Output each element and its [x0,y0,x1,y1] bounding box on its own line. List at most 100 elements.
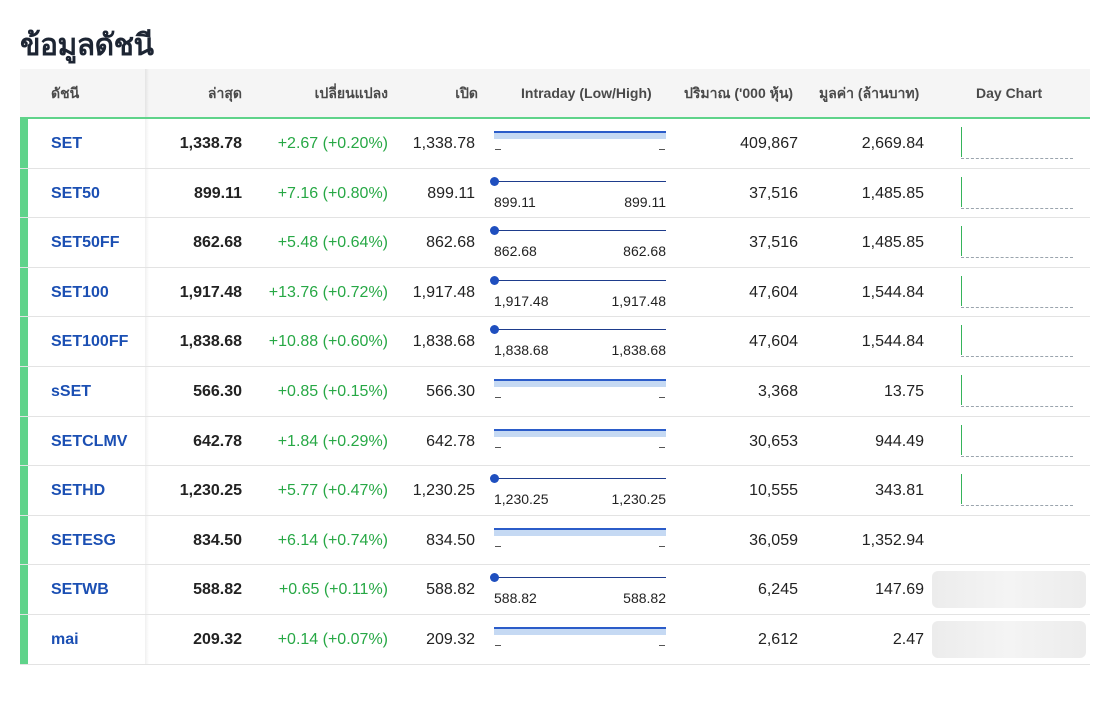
table-row[interactable]: SETWB 588.82 +0.65 (+0.11%) 588.82 588.82 588… [20,565,1090,615]
row-accent [20,168,28,218]
value: 1,352.94 [861,531,924,549]
table-row[interactable]: SET100FF 1,838.68 +10.88 (+0.60%) 1,838.68 1… [20,317,1090,367]
intraday-high: 1,917.48 [611,292,667,309]
header-change[interactable]: เปลี่ยนแปลง [314,85,388,101]
intraday-range-line [494,230,666,232]
intraday-low-empty [495,644,501,646]
table-row[interactable]: SETESG 834.50 +6.14 (+0.74%) 834.50 36,059 1,… [20,515,1090,566]
table-row[interactable]: mai 209.32 +0.14 (+0.07%) 209.32 2,612 2.47 [20,614,1090,665]
intraday-range-bar [494,378,666,387]
open-price: 862.68 [426,234,475,252]
index-name-link[interactable]: SETHD [51,482,106,500]
index-name-link[interactable]: SETCLMV [51,432,128,450]
table-row[interactable]: SET50 899.11 +7.16 (+0.80%) 899.11 899.11 899… [20,168,1090,219]
volume: 409,867 [740,135,798,152]
sticky-column-shadow [145,515,149,565]
intraday-low-empty [495,149,501,150]
day-chart-sparkline[interactable] [961,175,1073,209]
header-volume[interactable]: ปริมาณ ('000 หุ้น) [684,85,794,101]
last-price: 642.78 [193,432,242,450]
open-price: 1,338.78 [412,135,475,152]
header-intraday[interactable]: Intraday (Low/High) [521,85,652,101]
day-chart-placeholder [932,571,1086,609]
open-price: 588.82 [426,581,475,599]
intraday-high: 1,230.25 [611,491,667,508]
intraday-low-empty [495,446,501,448]
day-chart-sparkline[interactable] [961,224,1073,259]
value: 2,669.84 [861,135,924,152]
sticky-column-shadow [145,267,149,317]
change-value: +5.77 (+0.47%) [277,482,388,500]
index-name-link[interactable]: SET50FF [51,234,120,252]
intraday-marker [490,226,499,236]
table-row[interactable]: SET 1,338.78 +2.67 (+0.20%) 1,338.78 409,867… [20,119,1090,169]
row-accent [20,416,28,466]
table-row[interactable]: sSET 566.30 +0.85 (+0.15%) 566.30 3,368 13.75 [20,366,1090,417]
sparkline-open-tick [961,424,962,455]
change-value: +0.85 (+0.15%) [277,382,388,400]
index-name-link[interactable]: SETWB [51,581,109,599]
last-price: 209.32 [193,630,242,648]
sparkline-baseline [961,306,1073,308]
value: 1,544.84 [861,283,924,301]
last-price: 566.30 [193,382,242,400]
intraday-range-bar [494,626,666,635]
last-price: 899.11 [193,184,242,202]
index-name-link[interactable]: sSET [51,382,92,400]
last-price: 834.50 [193,531,242,549]
value: 2.47 [892,630,924,648]
table-row[interactable]: SETHD 1,230.25 +5.77 (+0.47%) 1,230.25 1,230… [20,466,1090,516]
table-row[interactable]: SET100 1,917.48 +13.76 (+0.72%) 1,917.48 1,9… [20,267,1090,318]
volume: 10,555 [749,482,798,500]
intraday-range-line [494,180,666,182]
day-chart-sparkline[interactable] [961,423,1073,457]
volume: 3,368 [757,382,798,400]
intraday-range-bar [494,428,666,437]
sticky-column-shadow [145,218,149,267]
header-index[interactable]: ดัชนี [51,85,80,101]
change-value: +5.48 (+0.64%) [277,234,388,252]
day-chart-sparkline[interactable] [961,323,1073,358]
day-chart-sparkline[interactable] [961,274,1073,308]
last-price: 1,838.68 [179,333,242,351]
index-name-link[interactable]: SET [51,135,83,152]
intraday-high-empty [659,446,665,448]
index-name-link[interactable]: mai [51,630,79,648]
row-accent [20,565,28,614]
sparkline-baseline [961,356,1073,358]
intraday-low: 588.82 [494,590,537,607]
last-price: 1,917.48 [179,283,242,301]
last-price: 862.68 [193,234,242,252]
open-price: 1,838.68 [412,333,475,351]
intraday-range-bar [494,527,666,536]
day-chart-sparkline[interactable] [961,373,1073,407]
intraday-marker [490,573,499,583]
volume: 37,516 [749,234,798,252]
table-row[interactable]: SETCLMV 642.78 +1.84 (+0.29%) 642.78 30,653 9… [20,416,1090,467]
intraday-range: 1,838.68 1,838.68 [490,317,666,366]
intraday-high: 862.68 [623,243,666,260]
volume: 37,516 [749,184,798,202]
intraday-range [494,417,666,466]
intraday-high: 899.11 [624,193,666,210]
page-title: ข้อมูลดัชนี [20,28,154,63]
index-name-link[interactable]: SET50 [51,184,100,202]
index-name-link[interactable]: SET100 [51,283,109,301]
header-value[interactable]: มูลค่า (ล้านบาท) [819,85,920,101]
day-chart-sparkline[interactable] [961,125,1073,159]
intraday-marker [490,176,499,186]
change-value: +1.84 (+0.29%) [277,432,388,450]
header-last[interactable]: ล่าสุด [207,85,242,101]
index-name-link[interactable]: SETESG [51,531,116,549]
change-value: +13.76 (+0.72%) [268,283,388,301]
change-value: +10.88 (+0.60%) [268,333,388,351]
day-chart-sparkline[interactable] [961,472,1073,507]
value: 1,544.84 [861,333,924,351]
row-accent [20,218,28,267]
table-row[interactable]: SET50FF 862.68 +5.48 (+0.64%) 862.68 862.68 8… [20,218,1090,268]
change-value: +6.14 (+0.74%) [277,531,388,549]
row-accent [20,366,28,416]
intraday-range-line [494,478,666,480]
header-open[interactable]: เปิด [455,85,478,101]
index-name-link[interactable]: SET100FF [51,333,129,351]
